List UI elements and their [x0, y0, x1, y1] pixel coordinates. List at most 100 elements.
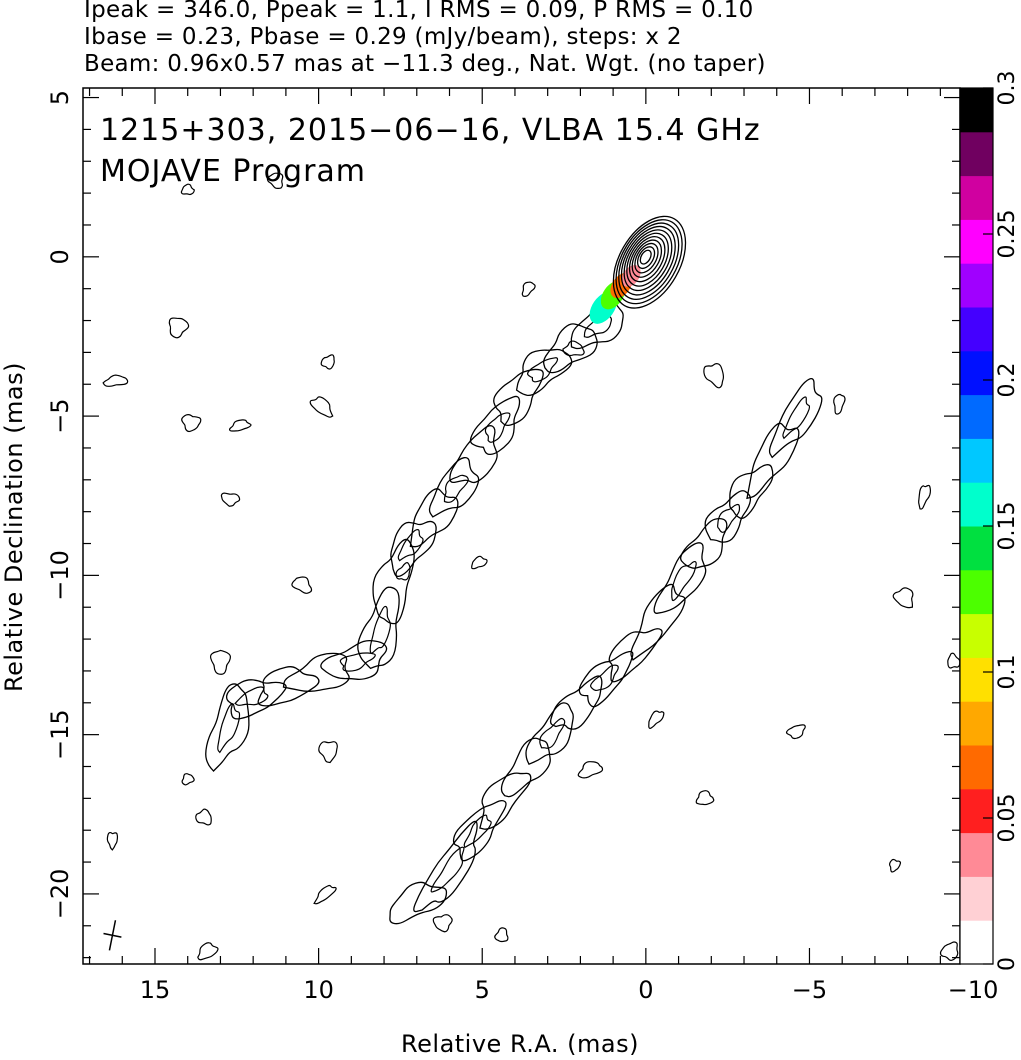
colorbar-swatch [960, 350, 993, 396]
jet-contour [369, 605, 391, 654]
y-tick-label: −15 [46, 709, 74, 760]
noise-contour [168, 317, 190, 339]
colorbar: 0 0.05 0.1 0.15 0.2 0.25 0.3 [959, 71, 1020, 971]
core-contour [636, 246, 656, 270]
y-axis-label: Relative Declination (mas) [0, 361, 28, 693]
header-line-3: Beam: 0.96x0.57 mas at −11.3 deg., Nat. … [84, 51, 766, 77]
noise-contour [703, 362, 725, 389]
jet-contour [449, 425, 498, 484]
colorbar-swatch [960, 526, 993, 571]
y-tick-label: −10 [46, 550, 74, 601]
noise-contour [471, 555, 488, 570]
colorbar-tick-label: 0.1 [995, 655, 1020, 690]
jet-contour [469, 395, 521, 456]
jet-contour [339, 652, 376, 672]
jet-contour [217, 703, 241, 754]
noise-contour [892, 587, 914, 609]
jet-contour [257, 666, 320, 707]
y-tick-label: 0 [46, 249, 74, 264]
jet-contour [413, 820, 478, 913]
core-contours [612, 215, 687, 309]
jet-contour [549, 675, 603, 730]
jet-contour [590, 664, 619, 692]
colorbar-swatch [960, 701, 993, 746]
colorbar-swatch [960, 175, 993, 220]
core-contour [618, 222, 680, 300]
jet-contour [443, 474, 469, 503]
jet-contour [234, 686, 269, 706]
jet-contour [608, 628, 663, 683]
jet-contour [282, 652, 350, 692]
jet-contour [320, 639, 388, 680]
colorbar-swatch [960, 307, 993, 352]
noise-contour [309, 396, 334, 418]
noise-contour [432, 914, 453, 933]
colorbar-swatch [960, 482, 993, 527]
y-axis-ticks: 5 0 −5 −10 −15 −20 [46, 90, 960, 959]
jet-contour [430, 846, 465, 893]
jet-contour [389, 881, 448, 925]
jet-contour [484, 412, 511, 443]
colorbar-swatch [960, 263, 993, 308]
colorbar-swatch [960, 88, 993, 133]
colorbar-swatch [960, 920, 993, 965]
noise-contour [395, 562, 411, 581]
noise-contour [220, 492, 241, 507]
core-contour [615, 219, 683, 305]
jet-contour [428, 456, 480, 518]
noise-contour [918, 484, 932, 510]
noise-contour [181, 773, 195, 786]
jet-contour [225, 679, 287, 720]
core-contour [634, 242, 659, 274]
noise-contour [266, 172, 284, 189]
colorbar-swatch [960, 876, 993, 921]
noise-contour [106, 831, 119, 851]
beam-marker [103, 920, 122, 951]
core-contour [612, 215, 687, 309]
jet-contour [205, 683, 250, 772]
colorbar-swatch [960, 394, 993, 439]
colorbar-tick-label: 0.25 [995, 210, 1020, 259]
jet-contour [768, 378, 823, 459]
core-contour [628, 236, 666, 283]
jet-contour [717, 503, 741, 533]
colorbar-tick-label: 0.05 [995, 794, 1020, 843]
noise-contour [180, 183, 195, 196]
beam-minor-axis [103, 932, 122, 938]
colorbar-swatch [960, 613, 993, 658]
colorbar-tick-label: 0.15 [995, 502, 1020, 551]
x-tick-label: −10 [948, 976, 999, 1004]
contour-layer [102, 172, 961, 961]
plot-title: 1215+303, 2015−06−16, VLBA 15.4 GHz [100, 113, 761, 148]
noise-contour [785, 724, 806, 740]
noise-contour [228, 419, 252, 432]
colorbar-swatch [960, 832, 993, 877]
colorbar-swatch [960, 657, 993, 702]
noise-contour [181, 413, 202, 433]
jet-contour [539, 717, 566, 749]
colorbar-tick-label: 0.3 [995, 71, 1020, 106]
jet-contour [525, 702, 574, 766]
noise-contour [577, 761, 604, 779]
colorbar-swatch [960, 788, 993, 834]
jet-contour [493, 368, 544, 427]
core-contour [639, 249, 652, 265]
x-axis-ticks: 15 10 5 0 −5 −10 [88, 88, 999, 1004]
noise-contour [562, 340, 585, 357]
core-contour [620, 225, 676, 296]
plot-frame [82, 87, 961, 965]
header-line-2: Ibase = 0.23, Pbase = 0.29 (mJy/beam), s… [84, 24, 682, 50]
y-tick-label: 5 [46, 90, 74, 105]
noise-contour [209, 649, 231, 675]
y-tick-label: −5 [46, 398, 74, 433]
colorbar-tick-label: 0 [995, 957, 1020, 971]
x-tick-label: −5 [792, 976, 827, 1004]
noise-contour [521, 281, 536, 297]
jet-contour [704, 490, 752, 543]
x-tick-label: 15 [140, 976, 171, 1004]
colorbar-swatch [960, 438, 993, 483]
colorbar-swatch [960, 219, 993, 264]
jet-contour [782, 396, 811, 440]
jet-contour [479, 772, 532, 830]
x-tick-label: 0 [638, 976, 653, 1004]
